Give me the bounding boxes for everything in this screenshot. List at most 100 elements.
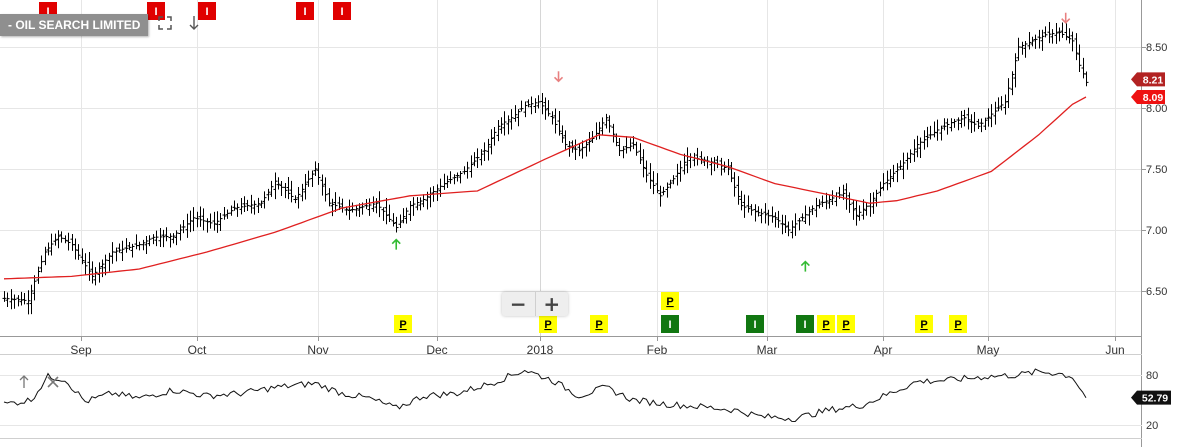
ohlc-bar xyxy=(790,220,795,239)
flag-box xyxy=(817,315,835,333)
ohlc-bar xyxy=(888,169,893,188)
ohlc-bar xyxy=(675,163,680,186)
ohlc-bar xyxy=(316,163,321,185)
ohlc-bar xyxy=(475,148,480,169)
ohlc-bar xyxy=(235,203,240,217)
ohlc-bar xyxy=(526,99,531,108)
ohlc-bar xyxy=(546,100,551,117)
ohlc-bar xyxy=(2,291,7,302)
ohlc-bar xyxy=(458,171,463,184)
ohlc-bar xyxy=(557,110,562,136)
ohlc-bar xyxy=(671,175,676,185)
y-axis: 6.50 7.00 7.50 8.00 8.50 80 20 xyxy=(1141,42,1167,432)
ohlc-bar xyxy=(9,289,14,310)
ohlc-bar xyxy=(536,95,541,109)
ohlc-bar xyxy=(878,181,883,197)
ohlc-bar xyxy=(232,200,237,211)
ohlc-bar xyxy=(786,221,791,237)
fullscreen-icon[interactable] xyxy=(158,16,172,30)
close-icon[interactable] xyxy=(47,376,59,388)
ohlc-bar xyxy=(130,243,135,258)
ohlc-bar xyxy=(489,129,494,155)
flag-box xyxy=(746,315,764,333)
ohlc-bar xyxy=(749,204,754,216)
ohlc-bar xyxy=(93,267,98,286)
ohlc-bar xyxy=(945,118,950,135)
flag-box xyxy=(796,315,814,333)
ohlc-bar xyxy=(252,200,257,215)
ohlc-bar xyxy=(972,111,977,132)
ohlc-bar xyxy=(76,244,81,260)
ohlc-bar xyxy=(533,98,538,114)
ohlc-bar xyxy=(516,109,521,127)
ohlc-bar xyxy=(178,224,183,241)
flag-label: P xyxy=(954,319,961,331)
ohlc-bar xyxy=(759,208,764,224)
ohlc-bar xyxy=(949,118,954,132)
ohlc-bar xyxy=(394,216,399,233)
zoom-out-button[interactable]: − xyxy=(509,292,527,316)
event-flag-green[interactable]: I xyxy=(746,315,764,333)
ohlc-bar xyxy=(655,173,660,194)
ohlc-bar xyxy=(719,157,724,176)
ohlc-bar xyxy=(851,200,856,220)
ohlc-bar xyxy=(259,200,264,208)
ohlc-bar xyxy=(885,170,890,191)
ohlc-bar xyxy=(479,149,484,166)
event-flag-yellow[interactable]: P xyxy=(817,315,835,333)
ohlc-bar xyxy=(198,206,203,227)
y-tick-label: 8.00 xyxy=(1146,103,1167,115)
ohlc-bar xyxy=(617,137,622,156)
ohlc-bar xyxy=(959,110,964,128)
event-flag-yellow[interactable]: P xyxy=(837,315,855,333)
ohlc-bar xyxy=(678,160,683,182)
event-flag-green[interactable]: I xyxy=(661,315,679,333)
event-flag-red[interactable]: I xyxy=(333,2,351,20)
ohlc-bar xyxy=(269,180,274,197)
ohlc-bar xyxy=(891,164,896,182)
chart-title[interactable]: - OIL SEARCH LIMITED xyxy=(0,14,149,36)
ohlc-bar xyxy=(746,195,751,213)
ohlc-bar xyxy=(212,211,217,231)
event-flag-yellow[interactable]: P xyxy=(590,315,608,333)
ohlc-bar xyxy=(915,135,920,158)
oscillator-panel: 52.79 xyxy=(3,368,1171,423)
event-flag-red[interactable]: I xyxy=(147,2,165,20)
ohlc-bar xyxy=(229,205,234,216)
ohlc-bar xyxy=(174,230,179,246)
ohlc-bar xyxy=(529,96,534,115)
ohlc-bar xyxy=(780,214,785,235)
flag-box xyxy=(915,315,933,333)
ohlc-bar xyxy=(732,172,737,197)
event-flag-yellow[interactable]: P xyxy=(915,315,933,333)
ohlc-bar xyxy=(800,213,805,222)
event-flag-yellow[interactable]: P xyxy=(394,315,412,333)
ohlc-bar xyxy=(225,209,230,219)
ohlc-bar xyxy=(651,171,656,195)
ohlc-bar xyxy=(1067,28,1072,44)
ohlc-bar xyxy=(810,205,815,215)
event-flag-yellow[interactable]: P xyxy=(539,315,557,333)
event-flag-red[interactable]: I xyxy=(296,2,314,20)
ohlc-bar xyxy=(245,199,250,211)
event-flag-red[interactable]: I xyxy=(198,2,216,20)
event-flag-green[interactable]: I xyxy=(796,315,814,333)
ohlc-bar xyxy=(611,123,616,143)
ohlc-bar xyxy=(391,213,396,227)
ohlc-bar xyxy=(881,173,886,191)
down-arrow-icon[interactable] xyxy=(189,16,199,30)
up-arrow-icon[interactable] xyxy=(19,375,29,388)
event-flag-yellow[interactable]: P xyxy=(949,315,967,333)
zoom-in-button[interactable]: + xyxy=(534,292,569,316)
ohlc-bar xyxy=(590,130,595,143)
event-flag-yellow[interactable]: P xyxy=(661,292,679,310)
ohlc-bar xyxy=(814,197,819,218)
ohlc-bar xyxy=(624,136,629,154)
ohlc-bar xyxy=(1077,44,1082,73)
ohlc-bar xyxy=(962,109,967,127)
ohlc-bar xyxy=(1020,41,1025,55)
ohlc-bar xyxy=(323,177,328,202)
ohlc-bar xyxy=(5,292,10,307)
x-tick-label: Nov xyxy=(307,343,328,357)
